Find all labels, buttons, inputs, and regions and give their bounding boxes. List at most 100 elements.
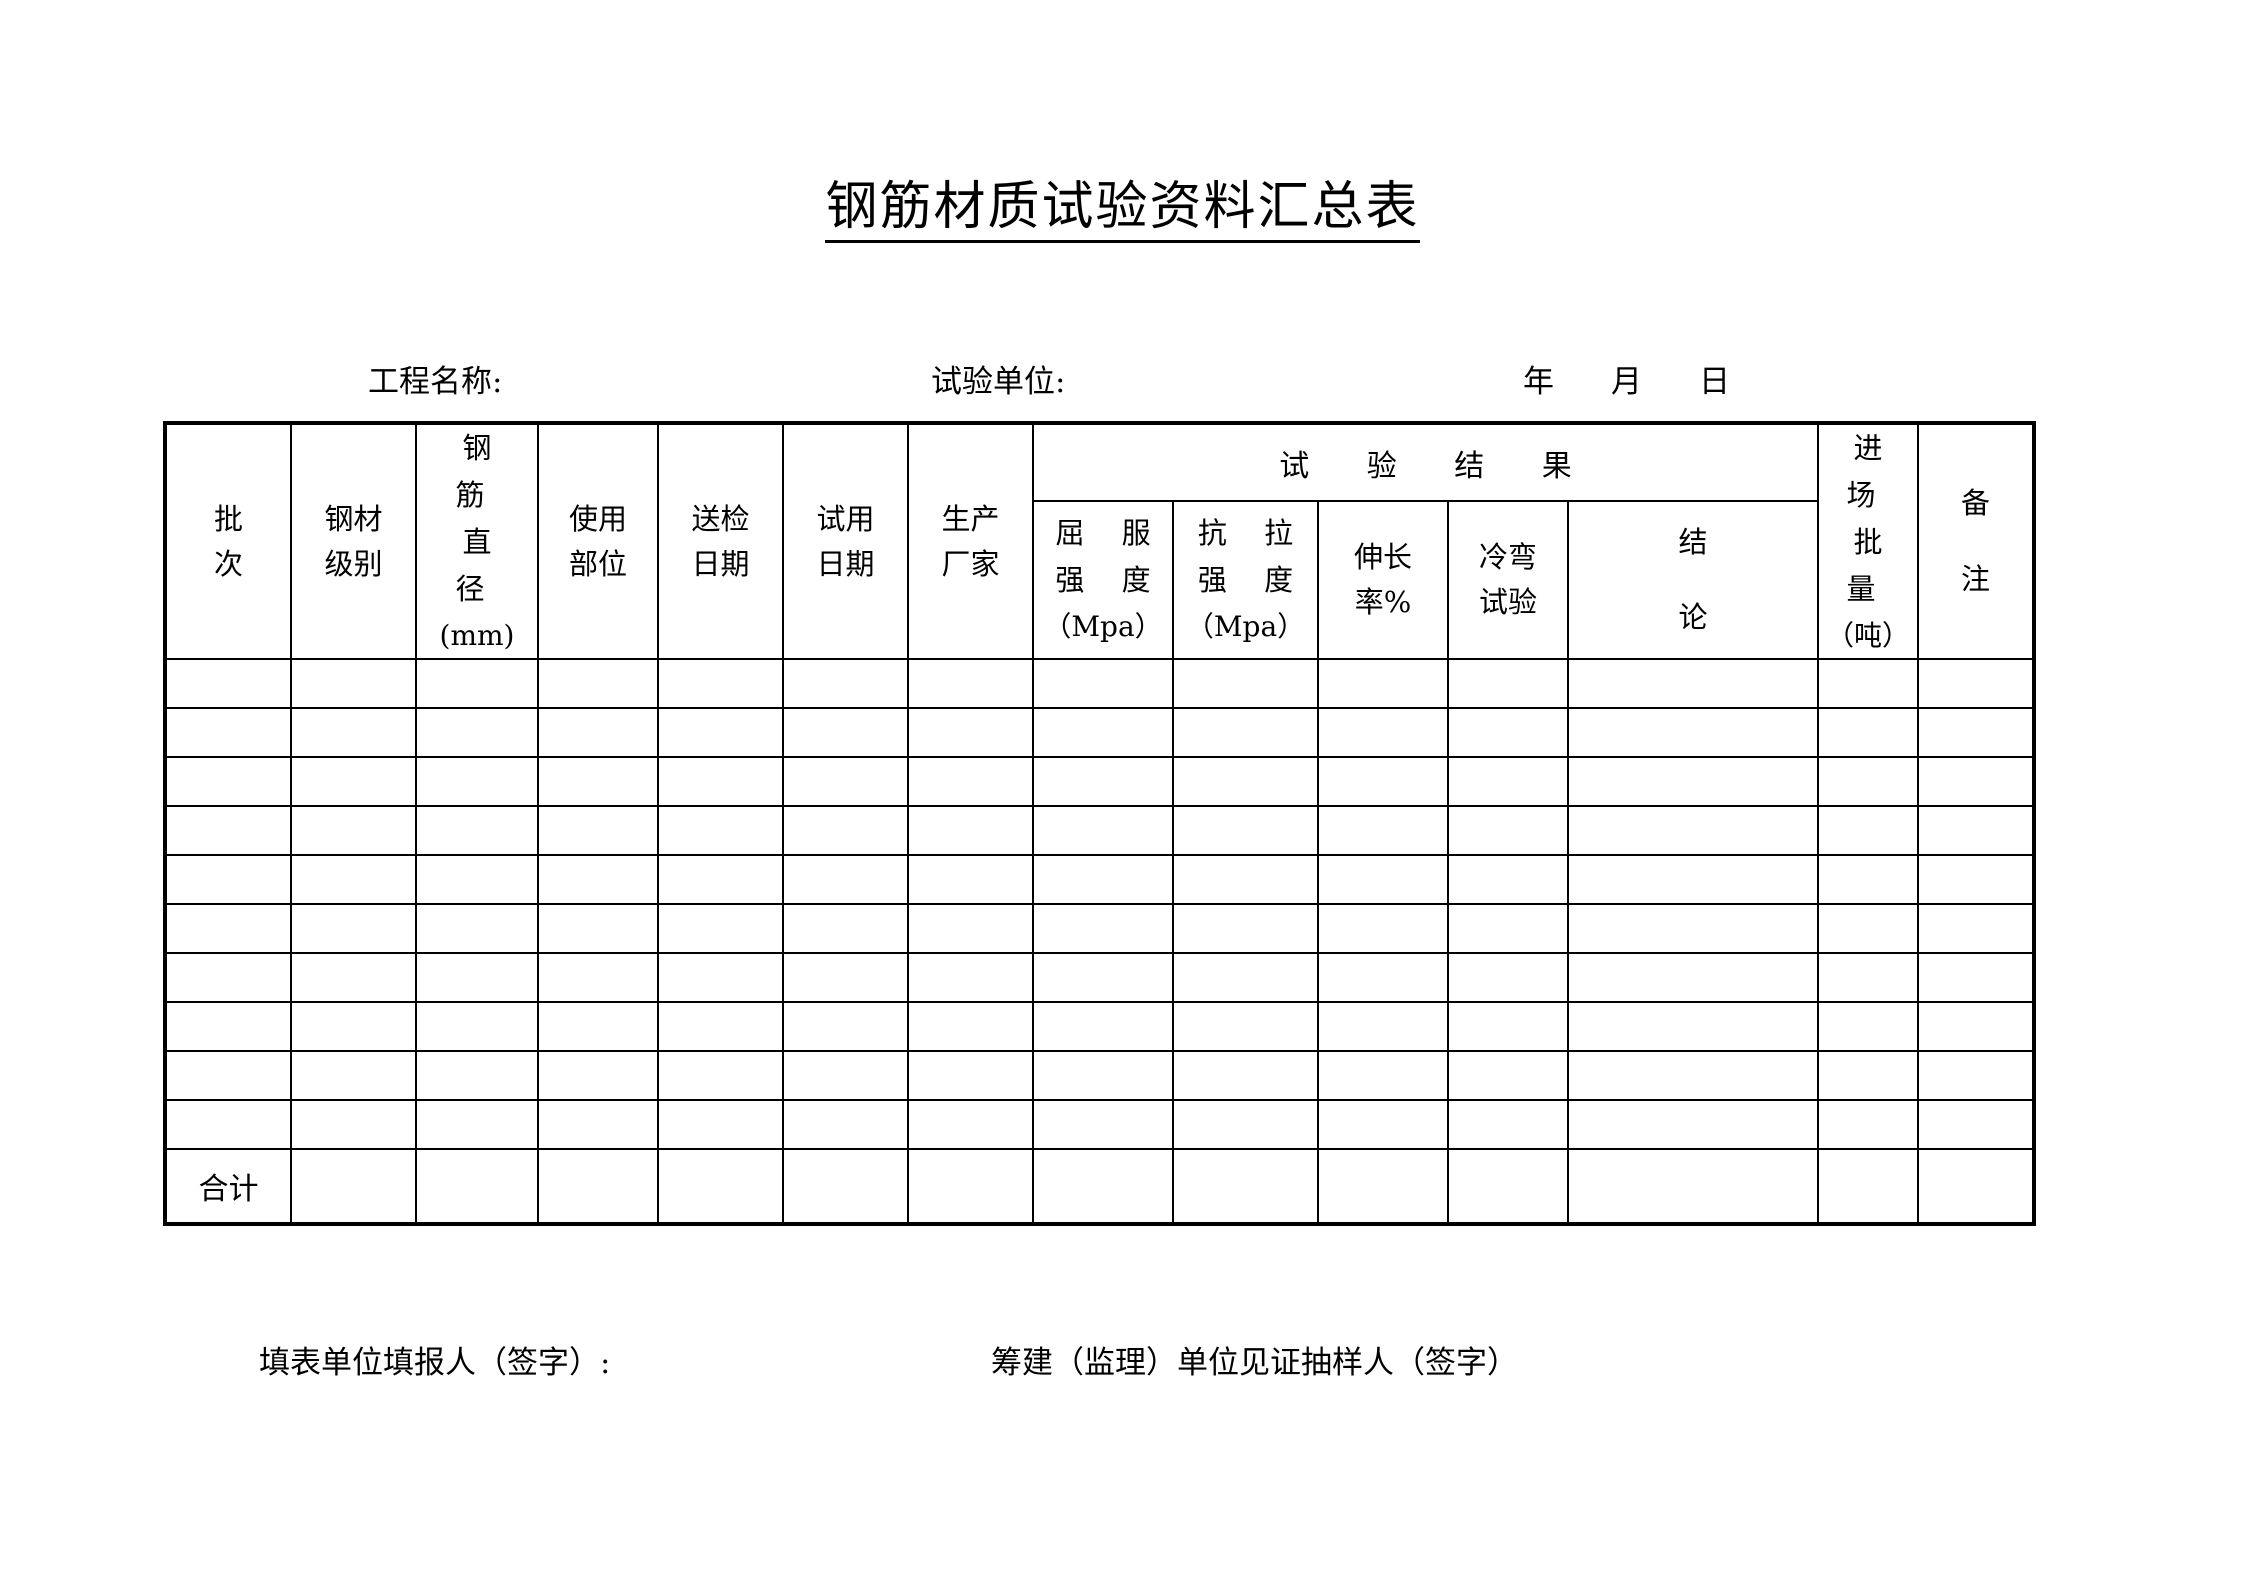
table-cell[interactable]: [1918, 1100, 2034, 1150]
table-cell[interactable]: [658, 1002, 783, 1052]
table-cell[interactable]: [1818, 1100, 1919, 1150]
table-cell[interactable]: [416, 806, 538, 856]
table-cell[interactable]: [416, 1002, 538, 1052]
table-cell[interactable]: [1033, 708, 1173, 758]
table-cell[interactable]: [1173, 904, 1318, 954]
table-cell[interactable]: [1173, 1051, 1318, 1101]
table-cell[interactable]: [1318, 904, 1448, 954]
table-cell[interactable]: [538, 953, 658, 1003]
total-cell[interactable]: [908, 1149, 1033, 1224]
table-cell[interactable]: [908, 1002, 1033, 1052]
table-cell[interactable]: [783, 806, 908, 856]
table-cell[interactable]: [783, 953, 908, 1003]
table-cell[interactable]: [291, 1100, 416, 1150]
total-cell[interactable]: [291, 1149, 416, 1224]
table-cell[interactable]: [1918, 1051, 2034, 1101]
table-cell[interactable]: [416, 659, 538, 709]
table-cell[interactable]: [1033, 1002, 1173, 1052]
table-cell[interactable]: [538, 806, 658, 856]
table-cell[interactable]: [1318, 953, 1448, 1003]
table-cell[interactable]: [1318, 806, 1448, 856]
table-cell[interactable]: [1568, 806, 1819, 856]
table-cell[interactable]: [1818, 659, 1919, 709]
table-cell[interactable]: [1318, 855, 1448, 905]
table-cell[interactable]: [1173, 806, 1318, 856]
total-cell[interactable]: [783, 1149, 908, 1224]
table-cell[interactable]: [291, 659, 416, 709]
table-cell[interactable]: [658, 855, 783, 905]
table-cell[interactable]: [658, 806, 783, 856]
table-cell[interactable]: [1568, 1100, 1819, 1150]
table-cell[interactable]: [1918, 855, 2034, 905]
table-cell[interactable]: [538, 757, 658, 807]
table-cell[interactable]: [166, 953, 291, 1003]
table-cell[interactable]: [1818, 1002, 1919, 1052]
total-cell[interactable]: [1918, 1149, 2034, 1224]
total-cell[interactable]: [1173, 1149, 1318, 1224]
total-cell[interactable]: [658, 1149, 783, 1224]
table-cell[interactable]: [416, 904, 538, 954]
table-cell[interactable]: [416, 855, 538, 905]
table-cell[interactable]: [166, 904, 291, 954]
table-cell[interactable]: [1318, 708, 1448, 758]
table-cell[interactable]: [783, 659, 908, 709]
table-cell[interactable]: [1318, 1002, 1448, 1052]
table-cell[interactable]: [416, 1051, 538, 1101]
table-cell[interactable]: [538, 1002, 658, 1052]
table-cell[interactable]: [291, 806, 416, 856]
table-cell[interactable]: [166, 1100, 291, 1150]
table-cell[interactable]: [1033, 1100, 1173, 1150]
table-cell[interactable]: [783, 708, 908, 758]
table-cell[interactable]: [1448, 659, 1568, 709]
table-cell[interactable]: [538, 708, 658, 758]
table-cell[interactable]: [1033, 806, 1173, 856]
table-cell[interactable]: [1173, 1100, 1318, 1150]
table-cell[interactable]: [1318, 1051, 1448, 1101]
table-cell[interactable]: [1033, 904, 1173, 954]
table-cell[interactable]: [291, 757, 416, 807]
table-cell[interactable]: [1918, 757, 2034, 807]
table-cell[interactable]: [908, 659, 1033, 709]
table-cell[interactable]: [783, 855, 908, 905]
table-cell[interactable]: [538, 1100, 658, 1150]
table-cell[interactable]: [1818, 855, 1919, 905]
table-cell[interactable]: [291, 855, 416, 905]
table-cell[interactable]: [538, 659, 658, 709]
table-cell[interactable]: [416, 1100, 538, 1150]
table-cell[interactable]: [1568, 708, 1819, 758]
table-cell[interactable]: [1448, 1002, 1568, 1052]
table-cell[interactable]: [416, 953, 538, 1003]
total-cell[interactable]: [1318, 1149, 1448, 1224]
table-cell[interactable]: [1818, 708, 1919, 758]
table-cell[interactable]: [908, 1051, 1033, 1101]
table-cell[interactable]: [1173, 855, 1318, 905]
table-cell[interactable]: [783, 1100, 908, 1150]
table-cell[interactable]: [783, 904, 908, 954]
table-cell[interactable]: [1818, 1051, 1919, 1101]
table-cell[interactable]: [1448, 1100, 1568, 1150]
table-cell[interactable]: [166, 659, 291, 709]
table-cell[interactable]: [166, 855, 291, 905]
table-cell[interactable]: [1173, 1002, 1318, 1052]
table-cell[interactable]: [1568, 1051, 1819, 1101]
table-cell[interactable]: [1568, 953, 1819, 1003]
table-cell[interactable]: [1173, 757, 1318, 807]
table-cell[interactable]: [291, 904, 416, 954]
table-cell[interactable]: [1173, 659, 1318, 709]
table-cell[interactable]: [1568, 757, 1819, 807]
table-cell[interactable]: [658, 708, 783, 758]
table-cell[interactable]: [1918, 953, 2034, 1003]
total-cell[interactable]: [416, 1149, 538, 1224]
total-cell[interactable]: [538, 1149, 658, 1224]
table-cell[interactable]: [1033, 855, 1173, 905]
table-cell[interactable]: [1918, 904, 2034, 954]
table-cell[interactable]: [908, 806, 1033, 856]
table-cell[interactable]: [166, 1051, 291, 1101]
table-cell[interactable]: [908, 855, 1033, 905]
table-cell[interactable]: [1918, 708, 2034, 758]
table-cell[interactable]: [166, 1002, 291, 1052]
table-cell[interactable]: [658, 953, 783, 1003]
table-cell[interactable]: [416, 708, 538, 758]
table-cell[interactable]: [658, 1100, 783, 1150]
table-cell[interactable]: [783, 1002, 908, 1052]
